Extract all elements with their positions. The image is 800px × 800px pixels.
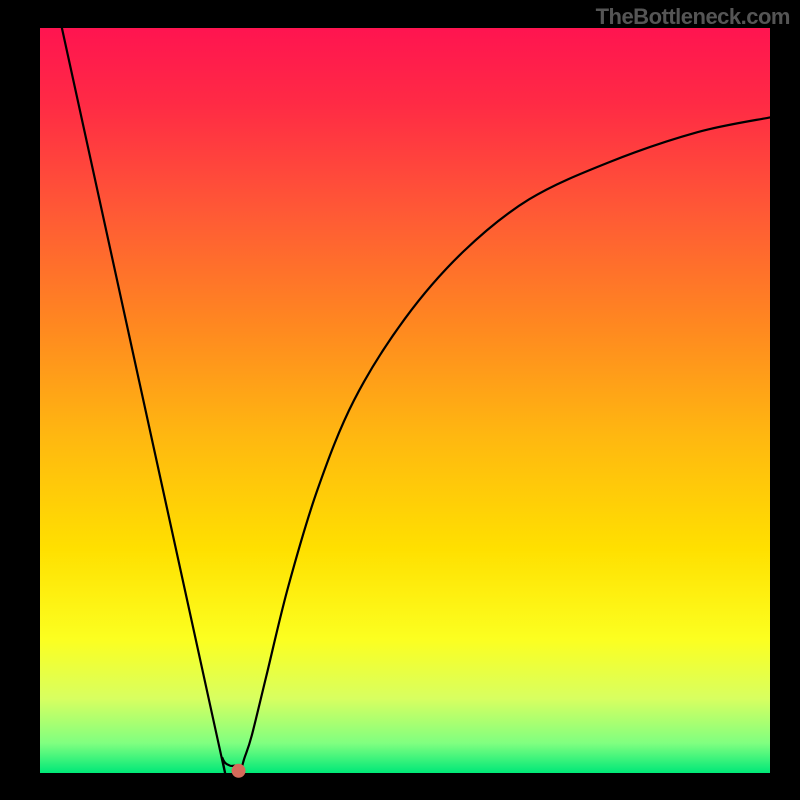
chart-container: { "watermark_text": "TheBottleneck.com",… xyxy=(0,0,800,800)
optimal-point-marker xyxy=(232,764,246,778)
watermark-text: TheBottleneck.com xyxy=(596,4,790,30)
plot-area-gradient xyxy=(40,28,770,773)
bottleneck-chart xyxy=(0,0,800,800)
